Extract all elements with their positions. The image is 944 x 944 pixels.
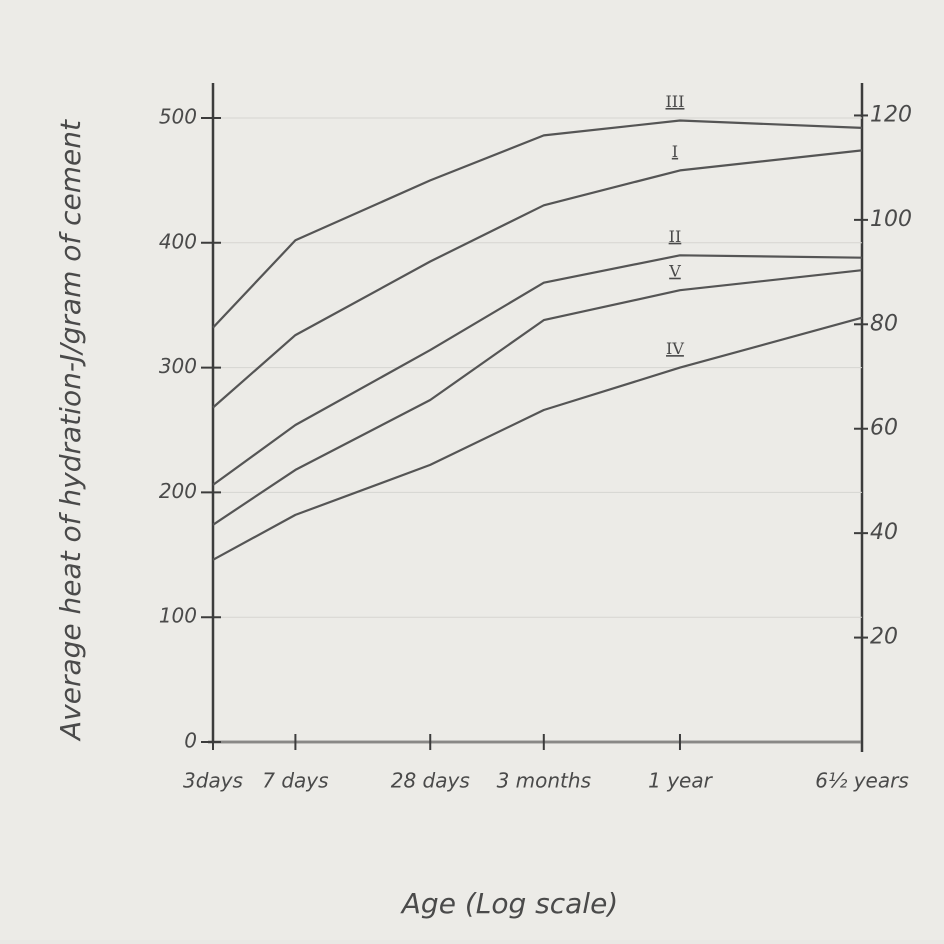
x-tick-label: 1 year bbox=[648, 769, 713, 793]
series-label: III bbox=[665, 92, 684, 111]
x-tick-label: 28 days bbox=[391, 769, 470, 793]
x-axis-label: Age (Log scale) bbox=[400, 887, 618, 920]
y-tick-label: 100 bbox=[159, 604, 197, 628]
x-tick-label: 3days bbox=[183, 769, 243, 793]
y2-tick-label: 20 bbox=[870, 625, 898, 650]
y-axis-label: Average heat of hydration-J/gram of ceme… bbox=[54, 119, 87, 742]
chart: Average heat of hydration-J/gram of ceme… bbox=[0, 0, 944, 940]
y-tick-label: 400 bbox=[159, 229, 197, 253]
page: {"chart_data": { "type": "line", "y_labe… bbox=[0, 0, 944, 940]
series-label: II bbox=[669, 227, 682, 246]
series-label: V bbox=[668, 262, 681, 281]
y-tick-label: 300 bbox=[159, 354, 197, 378]
y-tick-label: 0 bbox=[184, 729, 197, 753]
series-label: IV bbox=[666, 339, 684, 358]
x-tick-label: 7 days bbox=[262, 769, 328, 793]
y-tick-label: 200 bbox=[159, 479, 197, 503]
y2-tick-label: 120 bbox=[870, 102, 912, 127]
x-tick-label: 3 months bbox=[497, 769, 591, 793]
series-label: I bbox=[672, 142, 678, 161]
x-tick-label: 6½ years bbox=[815, 769, 909, 793]
y2-tick-label: 80 bbox=[870, 311, 898, 336]
paper bbox=[0, 0, 944, 940]
y2-tick-label: 100 bbox=[870, 207, 912, 232]
y-tick-label: 500 bbox=[159, 104, 197, 128]
y2-tick-label: 60 bbox=[870, 416, 898, 441]
y2-tick-label: 40 bbox=[870, 520, 898, 545]
